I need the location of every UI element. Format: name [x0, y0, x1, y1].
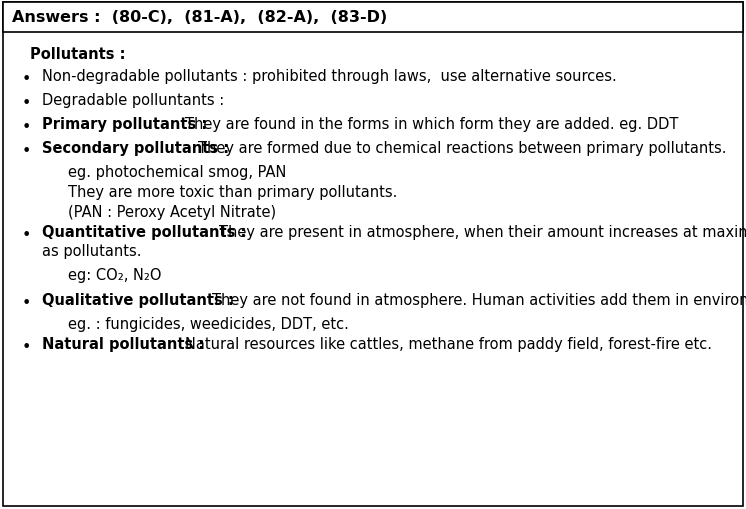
Text: •: •	[22, 144, 31, 159]
Text: Non-degradable pollutants : prohibited through laws,  use alternative sources.: Non-degradable pollutants : prohibited t…	[42, 69, 617, 84]
Text: •: •	[22, 295, 31, 310]
Text: eg. : fungicides, weedicides, DDT, etc.: eg. : fungicides, weedicides, DDT, etc.	[68, 317, 349, 331]
Text: •: •	[22, 96, 31, 111]
Text: Answers :  (80-C),  (81-A),  (82-A),  (83-D): Answers : (80-C), (81-A), (82-A), (83-D)	[12, 11, 387, 25]
Text: They are found in the forms in which form they are added. eg. DDT: They are found in the forms in which for…	[185, 117, 678, 132]
Text: as pollutants.: as pollutants.	[42, 243, 142, 259]
FancyBboxPatch shape	[3, 3, 743, 33]
Text: Pollutants :: Pollutants :	[30, 47, 125, 62]
Text: •: •	[22, 120, 31, 135]
Text: They are present in atmosphere, when their amount increases at maximum level, th: They are present in atmosphere, when the…	[219, 224, 746, 240]
Text: They are formed due to chemical reactions between primary pollutants.: They are formed due to chemical reaction…	[198, 140, 727, 156]
Text: eg: CO₂, N₂O: eg: CO₂, N₂O	[68, 267, 161, 282]
Text: Quantitative pollutants :: Quantitative pollutants :	[42, 224, 251, 240]
Text: Primary pollutants :: Primary pollutants :	[42, 117, 213, 132]
Text: Natural pollutants :: Natural pollutants :	[42, 336, 210, 351]
Text: Degradable polluntants :: Degradable polluntants :	[42, 93, 225, 108]
Text: They are not found in atmosphere. Human activities add them in environment.: They are not found in atmosphere. Human …	[212, 293, 746, 307]
Text: (PAN : Peroxy Acetyl Nitrate): (PAN : Peroxy Acetyl Nitrate)	[68, 205, 276, 219]
Text: They are more toxic than primary pollutants.: They are more toxic than primary polluta…	[68, 185, 398, 200]
Text: •: •	[22, 340, 31, 354]
Text: Natural resources like cattles, methane from paddy field, forest-fire etc.: Natural resources like cattles, methane …	[185, 336, 712, 351]
Text: eg. photochemical smog, PAN: eg. photochemical smog, PAN	[68, 165, 286, 180]
Text: •: •	[22, 72, 31, 87]
Text: Secondary pollutants :: Secondary pollutants :	[42, 140, 234, 156]
Text: Qualitative pollutants :: Qualitative pollutants :	[42, 293, 239, 307]
Text: •: •	[22, 228, 31, 242]
FancyBboxPatch shape	[3, 3, 743, 506]
